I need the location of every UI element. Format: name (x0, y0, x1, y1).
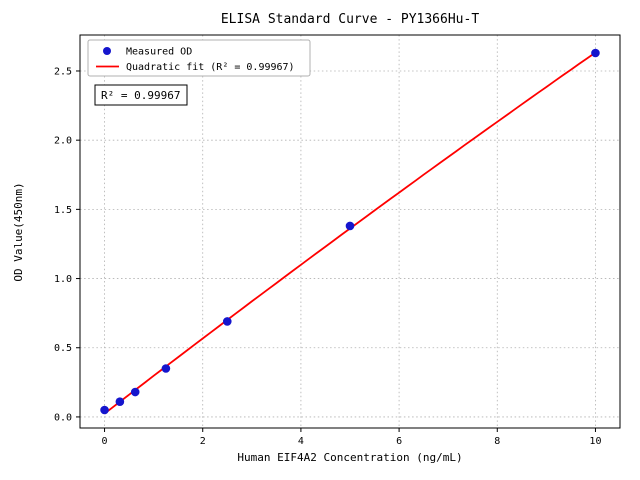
quadratic-fit-line (103, 51, 597, 415)
x-tick-label: 8 (494, 436, 500, 447)
y-tick-label: 2.5 (54, 66, 72, 77)
annotation-box (94, 84, 188, 106)
plot-layer (100, 48, 600, 415)
x-tick-label: 10 (589, 436, 601, 447)
data-point (591, 48, 600, 58)
data-point (161, 364, 171, 373)
axis-layer: 0 2 4 6 8 10 0.0 0.5 1.0 1.5 2.0 2.5 (54, 34, 621, 447)
y-axis-label: OD Value(450nm) (12, 182, 25, 281)
data-point (100, 405, 109, 415)
x-tick-label: 4 (298, 436, 304, 447)
data-point (115, 397, 125, 407)
data-point (130, 387, 140, 397)
legend-label-measured-od: Measured OD (126, 47, 192, 58)
y-tick-label: 2.0 (54, 136, 72, 147)
legend: Measured OD Quadratic fit (R² = 0.99967) (87, 39, 311, 77)
y-tick-label: 1.5 (54, 205, 72, 216)
legend-marker-measured-od (103, 47, 111, 55)
y-tick-label: 1.0 (54, 274, 72, 285)
plot-frame (79, 34, 621, 429)
chart-title: ELISA Standard Curve - PY1366Hu-T (221, 12, 479, 27)
legend-box (87, 39, 311, 77)
data-point (222, 317, 232, 326)
r-squared-annotation: R² = 0.99967 (94, 84, 188, 106)
x-tick-label: 6 (396, 436, 402, 447)
x-tick-label: 2 (200, 436, 206, 447)
legend-label-quadratic-fit: Quadratic fit (R² = 0.99967) (126, 62, 295, 73)
r-squared-text: R² = 0.99967 (101, 89, 180, 102)
x-tick-label: 0 (102, 436, 108, 447)
x-axis-label: Human EIF4A2 Concentration (ng/mL) (237, 451, 462, 464)
y-tick-label: 0.5 (54, 343, 72, 354)
data-point (345, 221, 355, 231)
y-tick-label: 0.0 (54, 412, 72, 423)
